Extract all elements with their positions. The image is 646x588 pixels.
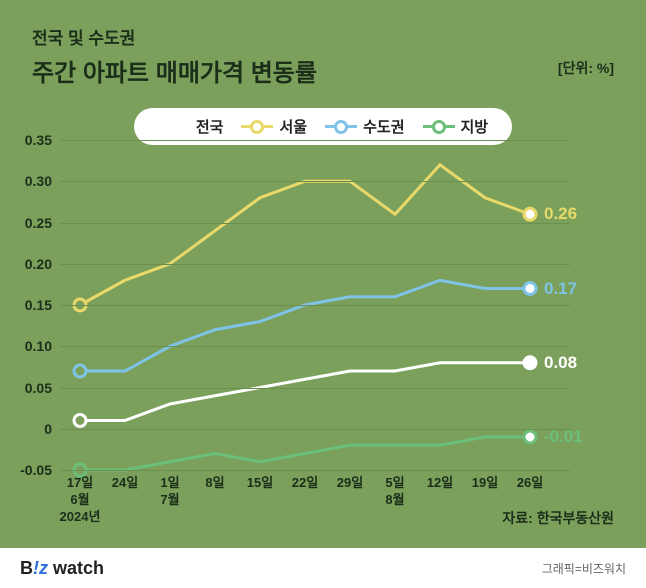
end-value-label: 0.17 [544, 279, 577, 299]
y-axis-label: 0.20 [10, 256, 52, 272]
grid-line [60, 429, 570, 430]
footer: B!z watch 그래픽=비즈워치 [0, 548, 646, 588]
legend-item: 지방 [423, 116, 489, 137]
series-line [80, 363, 530, 421]
legend-label: 수도권 [363, 116, 404, 137]
unit-label: [단위: %] [558, 58, 614, 78]
x-axis-label: 24일 [112, 475, 138, 492]
legend-label: 전국 [196, 116, 224, 137]
x-axis-label: 26일 [517, 475, 543, 492]
chart-container: 전국 및 수도권 주간 아파트 매매가격 변동률 [단위: %] 전국 서울 수도권… [0, 0, 646, 588]
end-marker [524, 208, 536, 220]
x-axis-label: 15일 [247, 475, 273, 492]
y-axis-label: 0.30 [10, 173, 52, 189]
plot-area: 17일6월2024년24일1일7월8일15일22일29일5일8월12일19일26… [60, 140, 570, 470]
chart-header: 전국 및 수도권 주간 아파트 매매가격 변동률 [0, 0, 646, 100]
start-marker [74, 415, 86, 427]
y-axis-label: 0.25 [10, 215, 52, 231]
logo: B!z watch [20, 558, 104, 579]
start-marker [74, 365, 86, 377]
x-axis-label: 5일8월 [385, 475, 404, 509]
x-axis-label: 8일 [205, 475, 224, 492]
y-axis-label: -0.05 [10, 462, 52, 478]
legend-item: 전국 [158, 116, 224, 137]
y-axis-label: 0.15 [10, 297, 52, 313]
grid-line [60, 470, 570, 471]
end-marker [524, 357, 536, 369]
end-value-label: -0.01 [544, 427, 583, 447]
x-axis-label: 19일 [472, 475, 498, 492]
grid-line [60, 346, 570, 347]
end-value-label: 0.26 [544, 204, 577, 224]
x-axis-label: 17일6월2024년 [60, 475, 101, 526]
source-label: 자료: 한국부동산원 [502, 508, 614, 528]
grid-line [60, 264, 570, 265]
chart-subtitle: 전국 및 수도권 [32, 24, 614, 49]
grid-line [60, 305, 570, 306]
grid-line [60, 181, 570, 182]
x-axis-label: 29일 [337, 475, 363, 492]
y-axis-label: 0.10 [10, 338, 52, 354]
grid-line [60, 223, 570, 224]
x-axis-label: 22일 [292, 475, 318, 492]
y-axis-label: 0.05 [10, 380, 52, 396]
chart-title: 주간 아파트 매매가격 변동률 [32, 53, 614, 88]
x-axis-label: 12일 [427, 475, 453, 492]
end-marker [524, 283, 536, 295]
y-axis-label: 0 [10, 421, 52, 437]
grid-line [60, 140, 570, 141]
grid-line [60, 388, 570, 389]
legend-label: 서울 [279, 116, 307, 137]
end-value-label: 0.08 [544, 353, 577, 373]
credit: 그래픽=비즈워치 [542, 560, 626, 577]
series-line [80, 280, 530, 371]
end-marker [524, 431, 536, 443]
y-axis-label: 0.35 [10, 132, 52, 148]
x-axis-label: 1일7월 [160, 475, 179, 509]
legend-item: 서울 [241, 116, 307, 137]
legend-label: 지방 [461, 116, 489, 137]
legend-item: 수도권 [325, 116, 404, 137]
series-line [80, 437, 530, 470]
